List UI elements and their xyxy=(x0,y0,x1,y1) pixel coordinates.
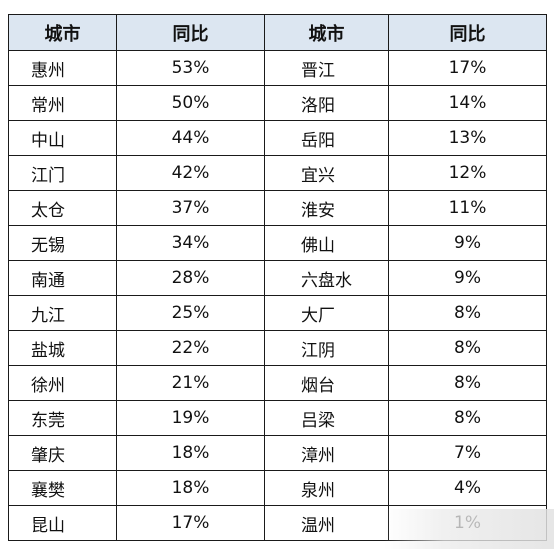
yoy-cell: 17% xyxy=(388,50,547,86)
city-cell: 大厂 xyxy=(264,295,389,331)
table-row: 南通 28% 六盘水 9% xyxy=(8,260,547,296)
table-row: 东莞 19% 吕梁 8% xyxy=(8,400,547,436)
yoy-cell: 8% xyxy=(388,295,547,331)
yoy-cell: 13% xyxy=(388,120,547,156)
table-row: 襄樊 18% 泉州 4% xyxy=(8,470,547,506)
city-cell: 淮安 xyxy=(264,190,389,226)
yoy-cell: 34% xyxy=(116,225,265,261)
table-row: 徐州 21% 烟台 8% xyxy=(8,365,547,401)
table-row: 无锡 34% 佛山 9% xyxy=(8,225,547,261)
table-row: 惠州 53% 晋江 17% xyxy=(8,50,547,86)
city-cell: 六盘水 xyxy=(264,260,389,296)
city-cell: 常州 xyxy=(8,85,117,121)
city-cell: 襄樊 xyxy=(8,470,117,506)
yoy-cell: 21% xyxy=(116,365,265,401)
table-row: 肇庆 18% 漳州 7% xyxy=(8,435,547,471)
city-cell: 肇庆 xyxy=(8,435,117,471)
city-cell: 晋江 xyxy=(264,50,389,86)
yoy-cell: 42% xyxy=(116,155,265,191)
yoy-cell: 53% xyxy=(116,50,265,86)
table-row: 中山 44% 岳阳 13% xyxy=(8,120,547,156)
city-cell: 泉州 xyxy=(264,470,389,506)
table-row: 盐城 22% 江阴 8% xyxy=(8,330,547,366)
city-yoy-table: 城市 同比 城市 同比 惠州 53% 晋江 17% 常州 50% 洛阳 14% 中山 44% 岳阳 1… xyxy=(8,14,547,541)
city-cell: 岳阳 xyxy=(264,120,389,156)
yoy-cell: 19% xyxy=(116,400,265,436)
yoy-cell: 44% xyxy=(116,120,265,156)
city-cell: 南通 xyxy=(8,260,117,296)
yoy-cell: 50% xyxy=(116,85,265,121)
city-cell: 盐城 xyxy=(8,330,117,366)
city-cell: 温州 xyxy=(264,505,389,541)
city-cell: 惠州 xyxy=(8,50,117,86)
table-body: 惠州 53% 晋江 17% 常州 50% 洛阳 14% 中山 44% 岳阳 13% 江门 42% 宜兴 12%… xyxy=(8,50,547,541)
city-cell: 中山 xyxy=(8,120,117,156)
header-yoy-2: 同比 xyxy=(388,14,547,51)
yoy-cell: 9% xyxy=(388,225,547,261)
yoy-cell: 25% xyxy=(116,295,265,331)
city-cell: 宜兴 xyxy=(264,155,389,191)
yoy-cell: 14% xyxy=(388,85,547,121)
table-row: 太仓 37% 淮安 11% xyxy=(8,190,547,226)
yoy-cell: 8% xyxy=(388,365,547,401)
city-cell: 昆山 xyxy=(8,505,117,541)
yoy-cell: 12% xyxy=(388,155,547,191)
city-cell: 洛阳 xyxy=(264,85,389,121)
yoy-cell: 4% xyxy=(388,470,547,506)
city-cell: 徐州 xyxy=(8,365,117,401)
table-row: 常州 50% 洛阳 14% xyxy=(8,85,547,121)
city-cell: 太仓 xyxy=(8,190,117,226)
city-cell: 东莞 xyxy=(8,400,117,436)
yoy-cell: 18% xyxy=(116,470,265,506)
city-cell: 江阴 xyxy=(264,330,389,366)
city-cell: 吕梁 xyxy=(264,400,389,436)
yoy-cell: 28% xyxy=(116,260,265,296)
yoy-cell: 22% xyxy=(116,330,265,366)
city-cell: 江门 xyxy=(8,155,117,191)
header-row: 城市 同比 城市 同比 xyxy=(8,14,547,51)
yoy-cell: 18% xyxy=(116,435,265,471)
header-city-1: 城市 xyxy=(8,14,117,51)
header-city-2: 城市 xyxy=(264,14,389,51)
data-table-container: 城市 同比 城市 同比 惠州 53% 晋江 17% 常州 50% 洛阳 14% 中山 44% 岳阳 1… xyxy=(8,14,547,541)
yoy-cell: 11% xyxy=(388,190,547,226)
yoy-cell: 8% xyxy=(388,330,547,366)
city-cell: 烟台 xyxy=(264,365,389,401)
watermark-overlay xyxy=(384,509,554,549)
city-cell: 九江 xyxy=(8,295,117,331)
city-cell: 无锡 xyxy=(8,225,117,261)
yoy-cell: 8% xyxy=(388,400,547,436)
table-row: 江门 42% 宜兴 12% xyxy=(8,155,547,191)
yoy-cell: 7% xyxy=(388,435,547,471)
header-yoy-1: 同比 xyxy=(116,14,265,51)
yoy-cell: 17% xyxy=(116,505,265,541)
city-cell: 佛山 xyxy=(264,225,389,261)
yoy-cell: 9% xyxy=(388,260,547,296)
table-row: 九江 25% 大厂 8% xyxy=(8,295,547,331)
city-cell: 漳州 xyxy=(264,435,389,471)
yoy-cell: 37% xyxy=(116,190,265,226)
